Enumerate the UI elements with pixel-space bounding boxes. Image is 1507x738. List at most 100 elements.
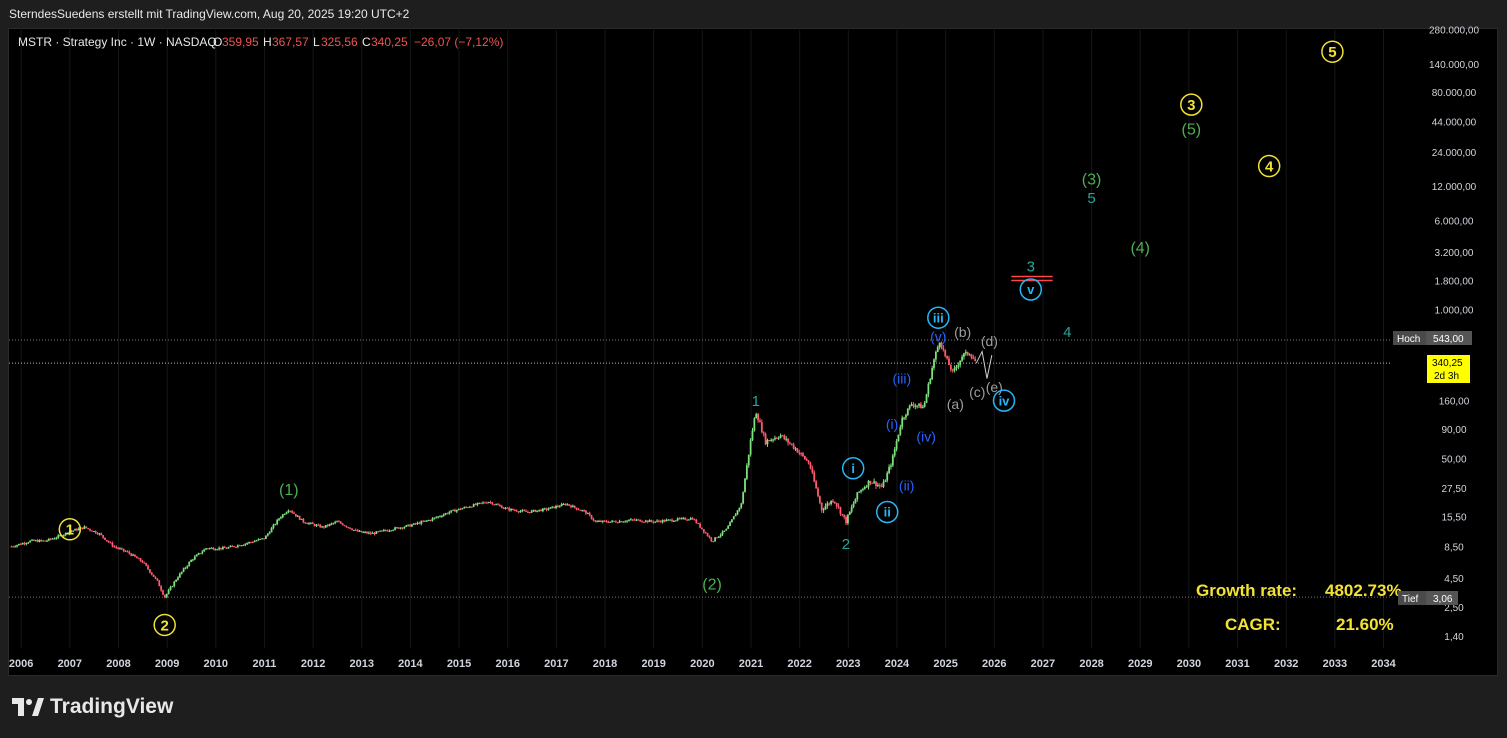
candle-body — [702, 529, 705, 533]
price-tick-label: 44.000,00 — [1432, 118, 1477, 129]
time-axis: 2006 2007 2008 2009 2010 2011 2012 2013 2014 2015… — [9, 658, 1397, 670]
candle-body — [603, 520, 606, 522]
candle-body — [315, 524, 318, 526]
candle-body — [863, 487, 866, 490]
candle-body — [330, 523, 333, 525]
candle-body — [145, 563, 148, 566]
candle-body — [525, 510, 527, 512]
candle-body — [208, 548, 211, 550]
chart-frame[interactable] — [8, 28, 1498, 676]
candle-body — [794, 448, 797, 450]
candle-body — [167, 590, 170, 594]
candle-body — [268, 532, 271, 534]
candle-body — [489, 502, 492, 504]
high-tag-value: 543,00 — [1433, 334, 1464, 345]
candle-body — [577, 509, 580, 511]
candle-body — [768, 440, 771, 442]
candle-body — [405, 525, 408, 527]
candle-body — [659, 521, 662, 523]
candle-body — [789, 442, 791, 444]
candle-body — [401, 527, 404, 529]
candle-body — [571, 505, 574, 508]
candle-body — [89, 528, 91, 531]
candle-body — [263, 538, 265, 540]
candle-body — [92, 531, 95, 533]
candle-body — [833, 501, 836, 503]
candle-body — [678, 518, 681, 520]
candle-body — [319, 524, 322, 528]
candle-body — [684, 517, 687, 520]
candle-body — [691, 518, 694, 520]
candle-body — [104, 537, 106, 540]
candle-body — [921, 406, 924, 409]
candle-body — [38, 539, 41, 542]
candle-body — [663, 520, 666, 522]
candle-body — [379, 530, 381, 532]
candle-body — [111, 542, 114, 547]
price-tick-label: 4,50 — [1444, 574, 1464, 585]
candle-body — [418, 522, 421, 524]
candle-body — [633, 519, 636, 521]
candle-body — [375, 531, 378, 534]
price-tick-label: 90,00 — [1441, 425, 1466, 436]
candle-body — [246, 543, 249, 545]
candle-body — [581, 510, 584, 512]
candle-body — [740, 503, 743, 508]
candle-body — [72, 530, 75, 532]
candle-body — [541, 508, 544, 512]
candle-body — [283, 514, 286, 516]
candle-body — [70, 531, 73, 533]
candle-body — [532, 509, 535, 511]
candle-body — [435, 517, 438, 519]
price-tick-label: 8,50 — [1444, 542, 1464, 553]
candle-body — [942, 347, 945, 350]
candle-body — [873, 481, 876, 483]
candle-body — [31, 539, 33, 541]
wave-label-ring — [841, 457, 865, 480]
candle-body — [459, 508, 462, 510]
candle-body — [583, 510, 585, 512]
candle-body — [850, 506, 853, 512]
candle-body — [878, 484, 881, 486]
wave-label-ring — [1180, 93, 1203, 116]
candle-body — [424, 520, 426, 522]
candle-body — [861, 489, 864, 491]
candle-body — [562, 504, 565, 506]
candle-body — [29, 540, 32, 543]
candle-body — [540, 509, 542, 512]
candle-body — [446, 513, 449, 515]
candle-body — [476, 503, 479, 505]
candle-body — [113, 546, 116, 548]
candle-body — [792, 444, 795, 449]
candle-body — [817, 488, 819, 497]
footer-bar — [0, 677, 1507, 738]
candle-body — [122, 548, 125, 551]
close-label: C — [362, 35, 371, 49]
candle-body — [94, 531, 97, 534]
candle-body — [311, 522, 314, 524]
candle-body — [594, 520, 597, 522]
candle-body — [779, 435, 782, 438]
candle-body — [927, 383, 930, 395]
candle-body — [261, 538, 264, 540]
wave-label-ring — [992, 389, 1016, 412]
candle-body — [588, 513, 591, 516]
candle-body — [903, 417, 905, 419]
time-tick-label: 2008 — [106, 658, 130, 670]
tradingview-logo[interactable]: TradingView — [12, 695, 173, 719]
time-tick-label: 2019 — [641, 658, 665, 670]
candle-body — [162, 590, 164, 595]
wave-label: 5 — [1087, 190, 1095, 207]
symbol-name[interactable]: MSTR · Strategy Inc · 1W · NASDAQ — [18, 35, 217, 49]
low-tag: Tief 3,06 — [1398, 591, 1458, 605]
candle-body — [860, 489, 862, 492]
candle-body — [686, 519, 688, 521]
attribution-bar: SterndesSuedens erstellt mit TradingView… — [0, 0, 1507, 28]
candle-body — [822, 509, 825, 511]
candle-body — [323, 526, 325, 528]
candle-body — [785, 438, 788, 440]
candle-body — [427, 520, 430, 522]
candle-body — [948, 358, 950, 366]
price-tick-label: 1.000,00 — [1435, 306, 1474, 317]
